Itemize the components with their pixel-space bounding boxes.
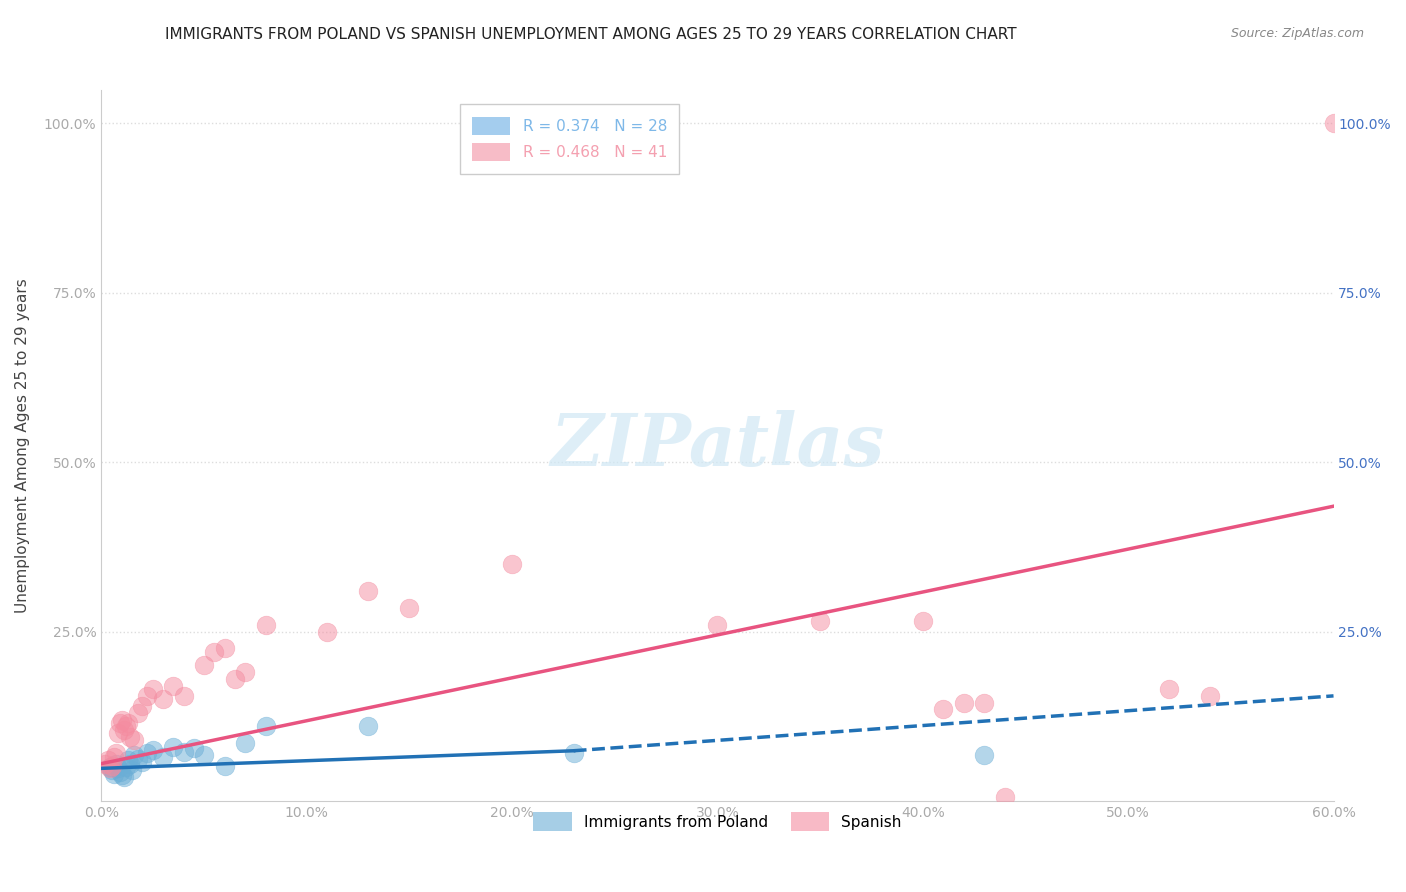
- Point: [122, 747, 145, 762]
- Point: [112, 723, 135, 737]
- Point: [122, 732, 145, 747]
- Point: [112, 770, 135, 784]
- Point: [398, 600, 420, 615]
- Point: [103, 766, 125, 780]
- Point: [932, 702, 955, 716]
- Point: [254, 719, 277, 733]
- Point: [162, 739, 184, 754]
- Point: [127, 752, 149, 766]
- Point: [127, 706, 149, 720]
- Point: [357, 583, 380, 598]
- Point: [108, 765, 131, 780]
- Point: [316, 624, 339, 639]
- Point: [111, 713, 134, 727]
- Point: [103, 749, 125, 764]
- Point: [1322, 116, 1344, 130]
- Point: [1199, 689, 1222, 703]
- Point: [121, 764, 143, 778]
- Point: [994, 790, 1017, 805]
- Point: [108, 716, 131, 731]
- Point: [233, 665, 256, 680]
- Point: [100, 764, 122, 778]
- Point: [162, 679, 184, 693]
- Point: [96, 753, 118, 767]
- Point: [142, 682, 165, 697]
- Point: [131, 699, 153, 714]
- Y-axis label: Unemployment Among Ages 25 to 29 years: Unemployment Among Ages 25 to 29 years: [15, 278, 30, 613]
- Point: [224, 672, 246, 686]
- Point: [104, 756, 127, 771]
- Point: [562, 747, 585, 761]
- Point: [131, 755, 153, 769]
- Point: [254, 617, 277, 632]
- Point: [357, 719, 380, 733]
- Point: [173, 745, 195, 759]
- Point: [1159, 682, 1181, 697]
- Point: [193, 747, 215, 762]
- Point: [120, 730, 142, 744]
- Point: [233, 736, 256, 750]
- Point: [117, 716, 139, 731]
- Point: [501, 557, 523, 571]
- Point: [94, 756, 117, 771]
- Point: [142, 743, 165, 757]
- Point: [808, 615, 831, 629]
- Text: Source: ZipAtlas.com: Source: ZipAtlas.com: [1230, 27, 1364, 40]
- Point: [214, 641, 236, 656]
- Point: [115, 760, 138, 774]
- Point: [135, 747, 157, 761]
- Point: [98, 761, 121, 775]
- Point: [117, 753, 139, 767]
- Point: [107, 726, 129, 740]
- Point: [104, 747, 127, 761]
- Point: [183, 741, 205, 756]
- Point: [973, 747, 995, 762]
- Point: [111, 768, 134, 782]
- Point: [98, 760, 121, 774]
- Legend: Immigrants from Poland, Spanish: Immigrants from Poland, Spanish: [522, 800, 914, 843]
- Point: [135, 689, 157, 703]
- Text: IMMIGRANTS FROM POLAND VS SPANISH UNEMPLOYMENT AMONG AGES 25 TO 29 YEARS CORRELA: IMMIGRANTS FROM POLAND VS SPANISH UNEMPL…: [165, 27, 1017, 42]
- Point: [911, 615, 934, 629]
- Point: [193, 658, 215, 673]
- Point: [953, 696, 976, 710]
- Point: [973, 696, 995, 710]
- Point: [152, 749, 174, 764]
- Point: [202, 645, 225, 659]
- Point: [115, 719, 138, 733]
- Point: [120, 756, 142, 771]
- Point: [173, 689, 195, 703]
- Point: [214, 758, 236, 772]
- Point: [152, 692, 174, 706]
- Point: [706, 617, 728, 632]
- Point: [100, 758, 122, 772]
- Point: [107, 761, 129, 775]
- Text: ZIPatlas: ZIPatlas: [550, 409, 884, 481]
